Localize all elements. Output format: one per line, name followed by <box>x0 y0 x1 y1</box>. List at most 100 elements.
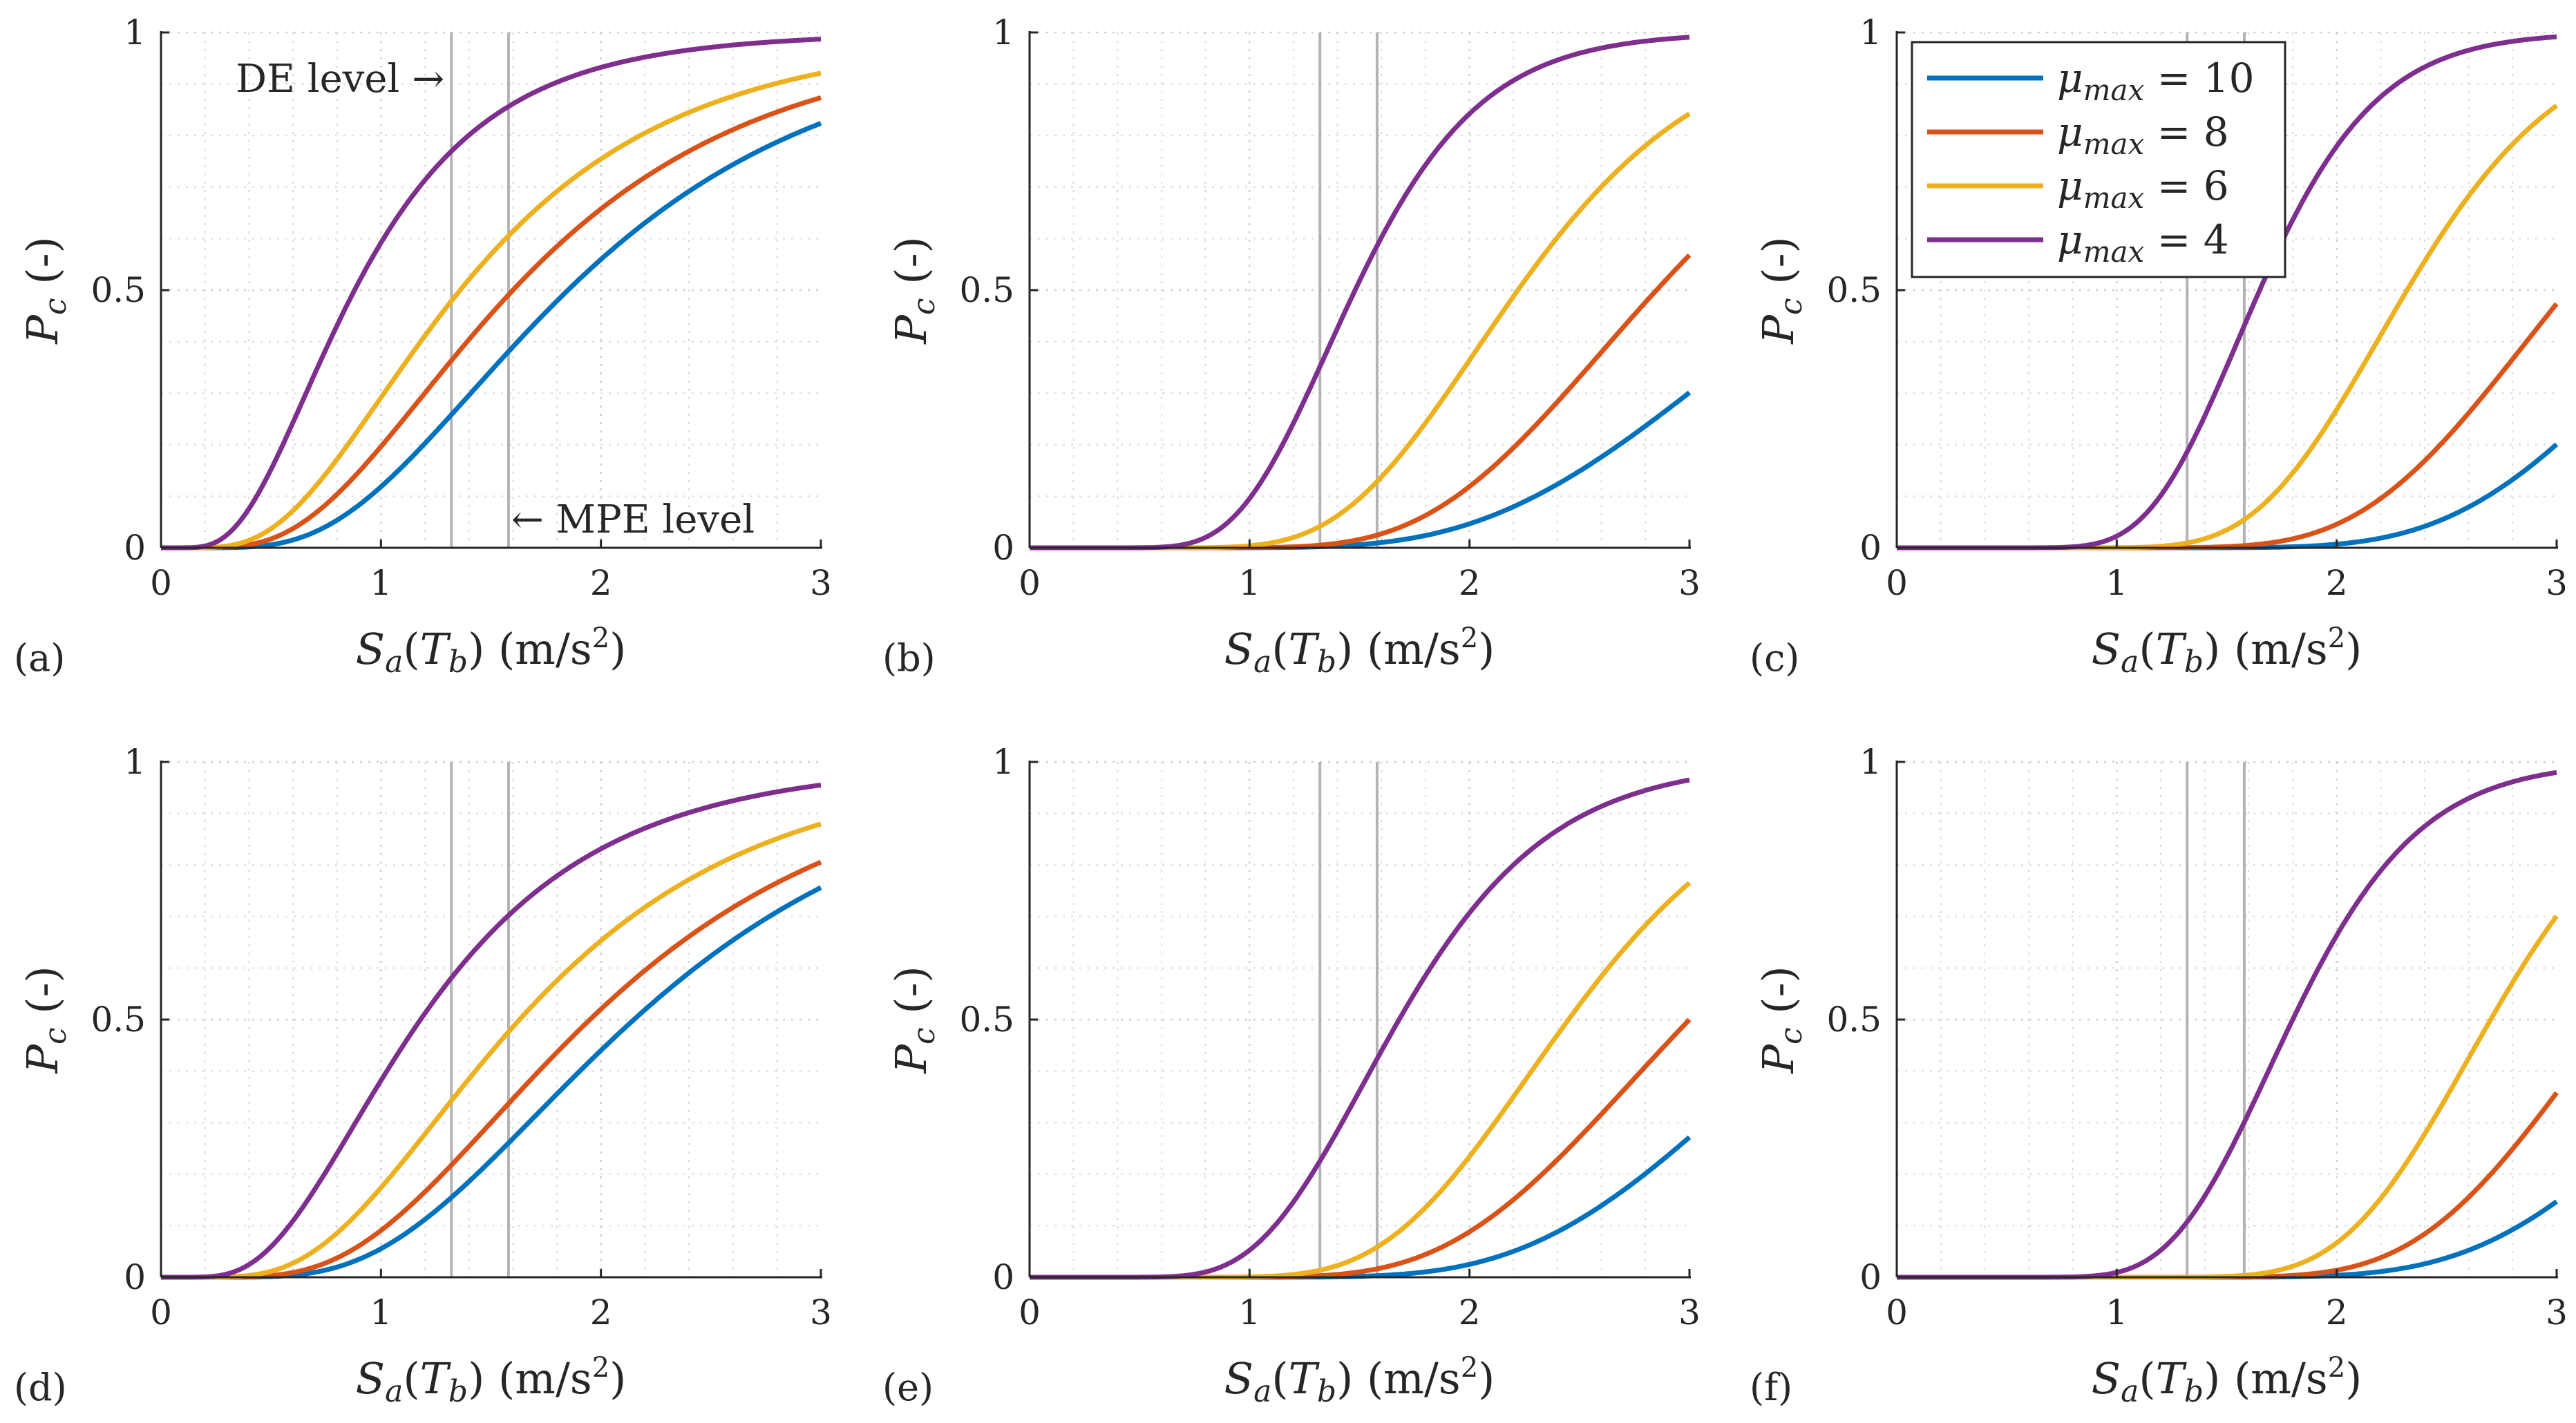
y-tick-label: 0 <box>1859 528 1882 568</box>
x-tick-label: 3 <box>1678 563 1701 603</box>
y-axis-label: Pc (-) <box>17 966 73 1073</box>
y-tick-label: 0.5 <box>91 270 146 310</box>
major-grid <box>1897 761 2557 1277</box>
y-tick-label: 0 <box>124 528 146 568</box>
minor-grid <box>1897 761 2557 1277</box>
y-tick-label: 0.5 <box>959 270 1014 310</box>
panel-label: (c) <box>1750 636 1799 680</box>
subplot-f: 0 1 2 3 0 0.5 1 Pc (-) Sa(Tb) (m/s2) (f) <box>1750 742 2568 1409</box>
y-tick-label: 1 <box>124 12 146 52</box>
x-axis-label: Sa(Tb) (m/s2) <box>2092 1352 2362 1409</box>
de-level-annotation: DE level → <box>236 57 444 102</box>
series-line-mu-4 <box>160 783 822 1280</box>
y-tick-label: 1 <box>1859 12 1882 52</box>
legend-label-mu-6: μmax = 6 <box>2057 162 2229 215</box>
series-line-mu-8 <box>1029 1018 1692 1280</box>
x-tick-label: 2 <box>1459 1292 1481 1333</box>
minor-grid <box>161 761 821 1277</box>
x-axis-label: Sa(Tb) (m/s2) <box>2092 622 2362 680</box>
minor-grid <box>1030 761 1689 1277</box>
x-tick-label: 2 <box>2326 1292 2348 1333</box>
y-tick-label: 0 <box>124 1257 146 1297</box>
mpe-level-annotation: ← MPE level <box>511 497 755 542</box>
y-tick-label: 1 <box>992 742 1014 782</box>
legend-label-mu-8: μmax = 8 <box>2057 108 2229 161</box>
series-line-mu-10 <box>1896 1199 2559 1280</box>
y-tick-label: 0 <box>992 528 1014 568</box>
x-tick-label: 0 <box>150 1292 172 1333</box>
x-axis-label: Sa(Tb) (m/s2) <box>356 622 627 680</box>
y-tick-label: 0.5 <box>1826 270 1882 310</box>
series-line-mu-6 <box>160 70 822 551</box>
x-tick-label: 2 <box>1459 563 1481 603</box>
series-line-mu-10 <box>160 885 822 1280</box>
y-axis-label: Pc (-) <box>886 236 942 344</box>
x-tick-label: 0 <box>1019 563 1041 603</box>
x-axis-label: Sa(Tb) (m/s2) <box>1224 622 1495 680</box>
subplot-d: 0 1 2 3 0 0.5 1 Pc (-) Sa(Tb) (m/s2) (d) <box>14 742 832 1409</box>
panel-label: (e) <box>882 1366 934 1409</box>
major-grid <box>161 761 821 1277</box>
x-tick-label: 0 <box>1019 1292 1041 1333</box>
series-line-mu-10 <box>1029 390 1692 551</box>
y-tick-label: 1 <box>992 12 1014 52</box>
series-line-mu-4 <box>160 37 822 551</box>
x-tick-label: 1 <box>1238 1292 1260 1333</box>
series-line-mu-6 <box>1029 111 1691 551</box>
y-tick-label: 1 <box>124 742 146 782</box>
y-axis-label: Pc (-) <box>17 236 73 344</box>
y-axis-label: Pc (-) <box>886 966 942 1073</box>
minor-grid <box>1030 32 1689 548</box>
x-tick-label: 1 <box>1238 563 1260 603</box>
x-tick-label: 2 <box>590 563 612 603</box>
x-tick-label: 2 <box>590 1292 612 1333</box>
major-grid <box>1030 761 1689 1277</box>
y-tick-label: 0 <box>992 1257 1014 1297</box>
x-tick-label: 0 <box>150 563 172 603</box>
subplot-e: 0 1 2 3 0 0.5 1 Pc (-) Sa(Tb) (m/s2) (e) <box>882 742 1701 1409</box>
x-tick-label: 1 <box>2105 1292 2128 1333</box>
y-tick-label: 0.5 <box>959 1000 1014 1040</box>
subplot-c: 0 1 2 3 0 0.5 1 Pc (-) Sa(Tb) (m/s2) (c) μmax = 10… <box>1750 12 2568 680</box>
x-tick-label: 0 <box>1886 1292 1908 1333</box>
x-axis-label: Sa(Tb) (m/s2) <box>356 1352 627 1409</box>
series-line-mu-4 <box>1896 770 2557 1280</box>
x-tick-label: 3 <box>2546 563 2568 603</box>
subplot-a: 0 1 2 3 0 0.5 1 Pc (-) Sa(Tb) (m/s2) (a) DE level … <box>14 12 832 680</box>
series-line-mu-8 <box>1896 1091 2559 1280</box>
major-grid <box>1030 31 1689 548</box>
series-line-mu-6 <box>1029 881 1692 1280</box>
panel-label: (a) <box>14 636 65 680</box>
y-tick-label: 0.5 <box>1826 1000 1882 1040</box>
series-line-mu-6 <box>1896 915 2559 1280</box>
subplot-b: 0 1 2 3 0 0.5 1 Pc (-) Sa(Tb) (m/s2) (b) <box>882 12 1701 680</box>
major-grid <box>1897 31 2557 548</box>
x-tick-label: 3 <box>810 1292 832 1333</box>
panel-label: (f) <box>1750 1366 1792 1409</box>
x-tick-label: 1 <box>370 563 392 603</box>
series-line-mu-8 <box>160 859 822 1280</box>
x-tick-label: 0 <box>1886 563 1908 603</box>
series-line-mu-8 <box>1029 253 1692 551</box>
legend-label-mu-10: μmax = 10 <box>2057 55 2255 107</box>
x-tick-label: 3 <box>2546 1292 2568 1333</box>
legend-label-mu-4: μmax = 4 <box>2057 216 2229 269</box>
major-grid <box>161 31 821 548</box>
y-tick-label: 1 <box>1859 742 1882 782</box>
series-line-mu-6 <box>160 821 822 1280</box>
x-tick-label: 1 <box>2105 563 2128 603</box>
x-axis-label: Sa(Tb) (m/s2) <box>1224 1352 1495 1409</box>
series-line-mu-4 <box>1029 35 1690 551</box>
x-tick-label: 3 <box>1678 1292 1701 1333</box>
y-axis-label: Pc (-) <box>1753 966 1809 1073</box>
series-line-mu-4 <box>1029 777 1690 1280</box>
x-tick-label: 3 <box>810 563 832 603</box>
x-tick-label: 1 <box>370 1292 392 1333</box>
minor-grid <box>161 32 821 548</box>
y-axis-label: Pc (-) <box>1753 236 1809 344</box>
series-line-mu-8 <box>160 95 822 551</box>
x-tick-label: 2 <box>2326 563 2348 603</box>
y-tick-label: 0 <box>1859 1257 1882 1297</box>
